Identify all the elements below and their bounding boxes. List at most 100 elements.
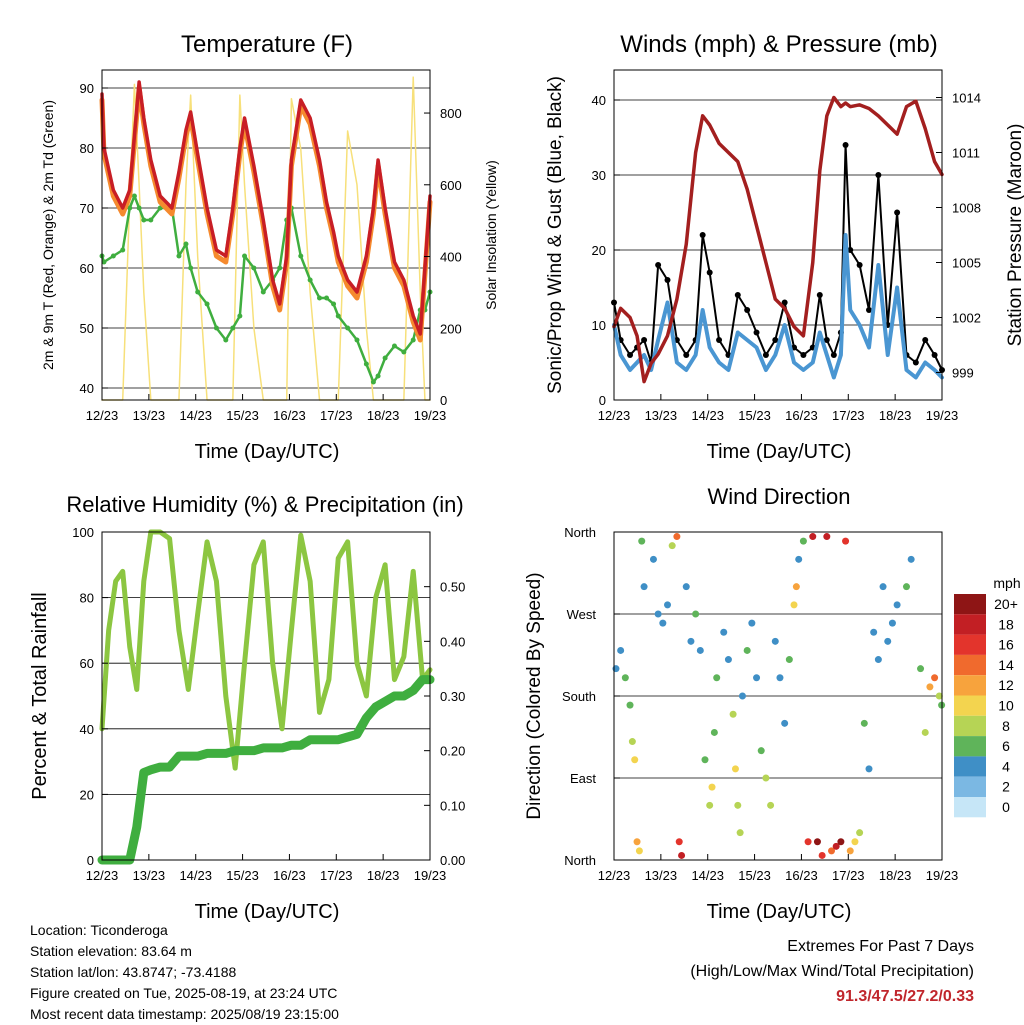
winds-title: Winds (mph) & Pressure (mb) [620,31,937,58]
gust-point [865,307,872,313]
direction-point [682,583,690,591]
dewpoint-point [410,337,416,343]
direction-point [753,674,761,682]
x-tick-label: 17/23 [832,408,865,423]
x-tick-label: 16/23 [785,868,818,883]
gust-point [762,352,769,358]
colorbar-label: 0 [1002,799,1010,815]
y-tick-label: 50 [80,321,94,336]
temperature-xlabel: Time (Day/UTC) [195,441,340,463]
x-tick-label: 16/23 [273,868,306,883]
dewpoint-point [131,193,137,199]
direction-point [731,765,739,773]
direction-point [767,801,775,809]
direction-title: Wind Direction [707,484,850,509]
gust-point [800,352,807,358]
winds-plot-frame [613,69,943,401]
dewpoint-point [183,241,189,247]
dewpoint-point [251,265,257,271]
dewpoint-point [370,379,376,385]
x-tick-label: 13/23 [645,868,678,883]
direction-point [785,656,793,664]
y2-tick-label: 600 [440,178,462,193]
y2-tick-label: 1014 [952,91,981,106]
colorbar-title: mph [993,575,1020,591]
gust-point [894,209,901,216]
gust-point [753,329,760,336]
y2-tick-label: 1002 [952,311,981,326]
gust-point [922,337,929,343]
direction-point [720,628,728,636]
y2-tick-label: 1011 [952,146,980,161]
dewpoint-point [188,265,194,271]
dewpoint-point [324,295,330,301]
latest-timestamp: Most recent data timestamp: 2025/08/19 2… [30,1006,339,1022]
colorbar-swatch [954,634,986,655]
x-tick-label: 19/23 [926,408,959,423]
winds-panel: Winds (mph) & Pressure (mb) Time (Day/UT… [545,31,1024,463]
y2-tick-label: 0.50 [440,580,465,595]
direction-point [748,619,756,627]
x-tick-label: 19/23 [414,868,447,883]
gust-point [655,262,662,268]
x-tick-label: 14/23 [691,408,724,423]
direction-point [799,537,807,545]
y-tick-label: 0 [87,853,94,868]
direction-point [888,619,896,627]
colorbar-swatch [954,654,986,676]
dewpoint-point [260,289,266,295]
x-tick-label: 19/23 [414,408,447,423]
temperature-y2label: Solar Insolation (Yellow) [483,160,499,310]
x-tick-label: 12/23 [598,868,631,883]
x-tick-label: 19/23 [926,868,959,883]
dewpoint-point [375,373,381,379]
x-tick-label: 16/23 [273,408,306,423]
x-tick-label: 17/23 [320,868,353,883]
colorbar-swatch [954,594,986,615]
x-tick-label: 12/23 [86,408,119,423]
direction-point [771,637,779,645]
gust-point [875,172,882,178]
direction-point [935,692,943,700]
direction-point [931,674,939,682]
x-tick-label: 18/23 [367,408,400,423]
dewpoint-point [213,325,219,331]
dewpoint-point [335,313,341,319]
gust-point [772,337,779,343]
dewpoint-point [242,253,248,259]
dewpoint-point [204,301,210,307]
temperature-panel: Temperature (F) Time (Day/UTC) 2m & 9m T… [40,31,499,463]
direction-point [813,838,821,846]
extremes-block: Extremes For Past 7 Days (High/Low/Max W… [690,934,974,1009]
gust-point [699,232,706,238]
dewpoint-point [127,205,133,211]
direction-point [631,756,639,764]
dewpoint-point [141,217,147,223]
direction-point [870,628,878,636]
y-tick-label: 70 [80,201,94,216]
x-tick-label: 14/23 [179,868,212,883]
gust-point [856,262,863,268]
temp-2m-line [100,80,432,336]
direction-point [743,646,751,654]
direction-point [893,601,901,609]
gust-point [706,269,713,276]
direction-point [701,756,709,764]
dewpoint-point [195,289,201,295]
dewpoint-point [230,325,236,331]
y-tick-label: 40 [80,722,94,737]
direction-point [633,838,641,846]
x-tick-label: 15/23 [738,868,771,883]
direction-point [757,747,765,755]
colorbar-label: 12 [998,677,1014,693]
x-tick-label: 17/23 [832,868,865,883]
colorbar-swatch [954,715,986,737]
y-tick-label: 90 [80,81,94,96]
colorbar-label: 2 [1002,779,1010,795]
direction-point [851,838,859,846]
direction-point [621,674,629,682]
gust-point [627,352,634,358]
gust-point [734,292,741,298]
direction-point [617,646,625,654]
